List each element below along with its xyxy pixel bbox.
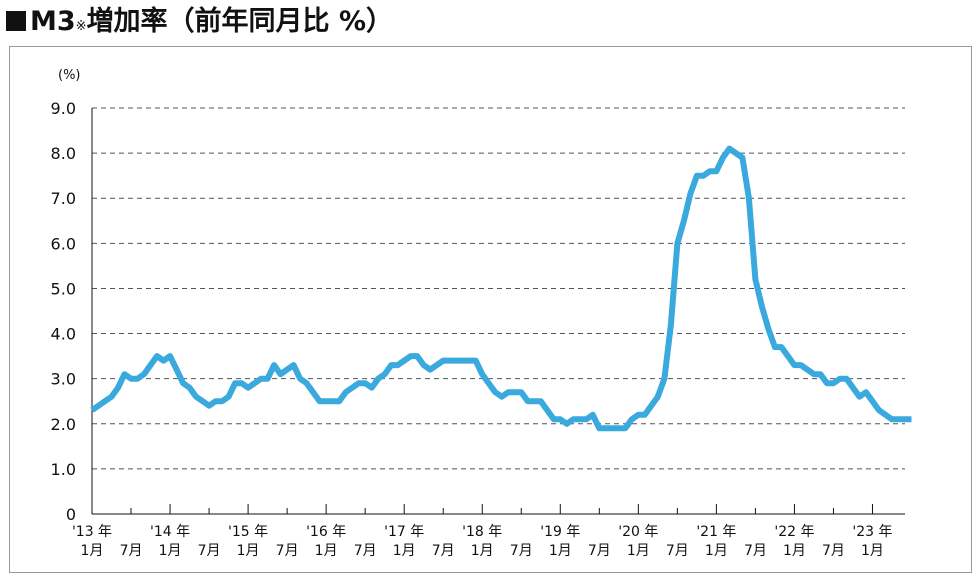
title-text: 増加率（前年同月比 %） xyxy=(86,6,394,37)
x-year-label: '20 年 xyxy=(618,524,658,540)
x-month-label: 1月 xyxy=(861,543,884,559)
x-year-label: '14 年 xyxy=(150,524,190,540)
y-tick-label: 3.0 xyxy=(51,370,76,389)
x-month-label: 1月 xyxy=(237,543,260,559)
x-year-label: '22 年 xyxy=(774,524,814,540)
x-month-label: 7月 xyxy=(432,543,455,559)
x-year-label: '15 年 xyxy=(228,524,268,540)
grid-lines xyxy=(92,107,905,470)
x-year-label: '23 年 xyxy=(852,524,892,540)
y-tick-label: 0 xyxy=(66,505,76,524)
x-year-label: '19 年 xyxy=(540,524,580,540)
y-axis: 0 1.0 2.0 3.0 4.0 5.0 6.0 7.0 8.0 9.0 xyxy=(51,99,93,524)
y-tick-label: 5.0 xyxy=(51,279,76,298)
x-month-label: 1月 xyxy=(159,543,182,559)
x-month-label: 7月 xyxy=(588,543,611,559)
y-unit-label: (%) xyxy=(58,68,81,83)
x-year-label: '21 年 xyxy=(696,524,736,540)
x-year-label: '16 年 xyxy=(306,524,346,540)
y-tick-label: 7.0 xyxy=(51,189,76,208)
y-tick-label: 9.0 xyxy=(51,99,76,118)
line-chart: 01.02.03.04.05.06.07.08.09.0 '13 年1月 7月'1… xyxy=(51,68,912,559)
square-bullet-icon xyxy=(6,11,26,31)
x-month-label: 7月 xyxy=(822,543,845,559)
x-month-label: 1月 xyxy=(471,543,494,559)
y-tick-label: 6.0 xyxy=(51,234,76,253)
y-tick-label: 4.0 xyxy=(51,325,76,344)
x-year-label: '18 年 xyxy=(462,524,502,540)
x-month-label: 1月 xyxy=(783,543,806,559)
x-month-label: 1月 xyxy=(549,543,572,559)
chart-title: M3※増加率（前年同月比 %） xyxy=(6,2,393,42)
x-month-label: 1月 xyxy=(81,543,104,559)
y-tick-label: 8.0 xyxy=(51,144,76,163)
y-tick-label: 1.0 xyxy=(51,460,76,479)
series-group xyxy=(90,145,912,432)
x-month-label: 7月 xyxy=(666,543,689,559)
x-month-label: 7月 xyxy=(276,543,299,559)
x-month-label: 7月 xyxy=(510,543,533,559)
x-month-label: 7月 xyxy=(120,543,143,559)
title-prefix: M3 xyxy=(30,6,76,37)
x-month-label: 1月 xyxy=(627,543,650,559)
x-month-label: 7月 xyxy=(744,543,767,559)
y-tick-label: 2.0 xyxy=(51,415,76,434)
x-month-label: 1月 xyxy=(315,543,338,559)
x-month-label: 7月 xyxy=(198,543,221,559)
x-year-label: '17 年 xyxy=(384,524,424,540)
x-month-label: 1月 xyxy=(393,543,416,559)
title-footnote-mark: ※ xyxy=(75,19,87,34)
chart-panel: 0 1.0 2.0 3.0 4.0 5.0 6.0 7.0 8.0 9.0 '13 年 1月 7月 '1… xyxy=(9,46,972,573)
x-year-label: '13 年 xyxy=(72,524,112,540)
x-month-label: 7月 xyxy=(354,543,377,559)
x-axis: '13 年 1月 7月 '14 年 1月 7月 '15 年 1月 7月 '16 年 1月 7月 '17 … xyxy=(72,504,905,559)
x-month-label: 1月 xyxy=(705,543,728,559)
